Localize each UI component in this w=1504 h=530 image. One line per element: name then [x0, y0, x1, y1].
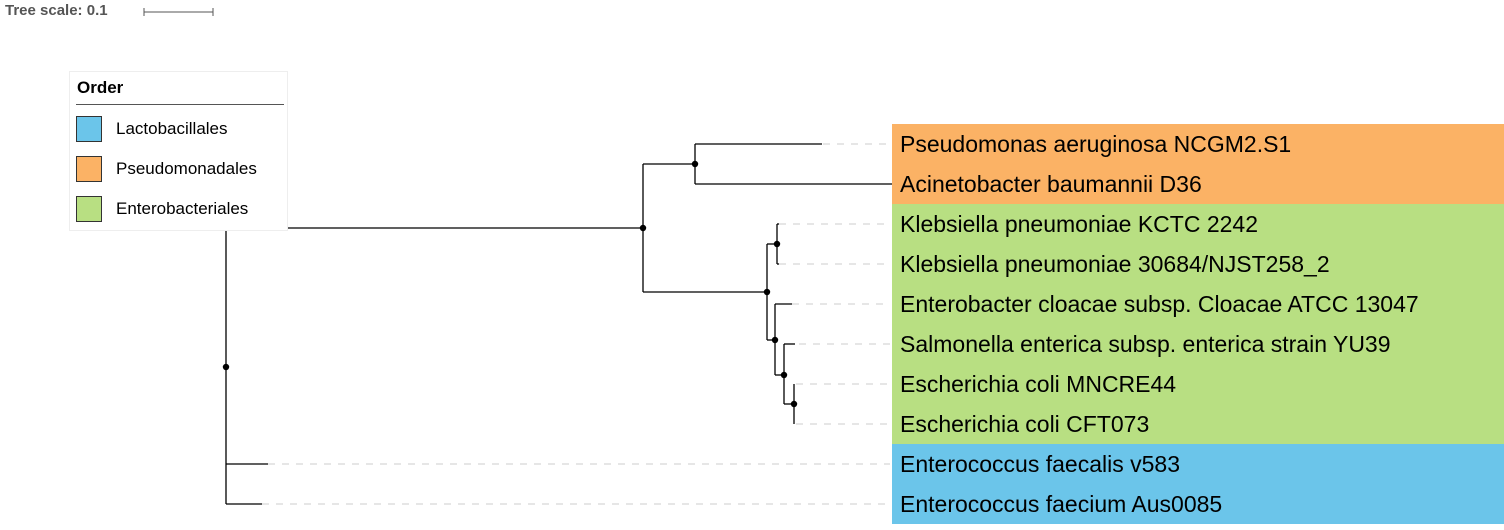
legend-title: Order: [77, 78, 124, 97]
leaf-label: Enterococcus faecalis v583: [900, 451, 1180, 477]
legend: Order Lactobacillales Pseudomonadales En…: [69, 71, 288, 231]
leaf-label: Acinetobacter baumannii D36: [900, 171, 1202, 197]
leaf-color-strip: [892, 284, 1504, 324]
leaf-color-strip: [892, 164, 1504, 204]
leaf-label: Enterobacter cloacae subsp. Cloacae ATCC…: [900, 291, 1419, 317]
tree-scale-label: Tree scale: 0.1: [5, 2, 108, 19]
leaf-color-strip: [892, 484, 1504, 524]
leaf-label: Escherichia coli MNCRE44: [900, 371, 1177, 397]
leaf-label: Klebsiella pneumoniae 30684/NJST258_2: [900, 251, 1330, 277]
legend-swatch-pseudomonadales: [76, 156, 102, 182]
legend-item-enterobacteriales: Enterobacteriales: [76, 196, 286, 224]
leaf-label: Pseudomonas aeruginosa NCGM2.S1: [900, 131, 1292, 157]
leaf-label: Salmonella enterica subsp. enterica stra…: [900, 331, 1391, 357]
leaf-color-strip: [892, 324, 1504, 364]
tree-scale-bar: [143, 8, 214, 16]
legend-divider: [76, 104, 284, 105]
legend-label: Pseudomonadales: [116, 159, 257, 178]
leaf-color-strip: [892, 444, 1504, 484]
leaf-color-strip: [892, 244, 1504, 284]
legend-label: Enterobacteriales: [116, 199, 249, 218]
legend-swatch-enterobacteriales: [76, 196, 102, 222]
legend-item-pseudomonadales: Pseudomonadales: [76, 156, 286, 184]
legend-swatch-lactobacillales: [76, 116, 102, 142]
leaf-color-strip: [892, 364, 1504, 404]
tree-branches: [225, 143, 892, 505]
leaf-guide-lines: [262, 143, 890, 505]
leaf-label: Enterococcus faecium Aus0085: [900, 491, 1223, 517]
legend-item-lactobacillales: Lactobacillales: [76, 116, 286, 144]
leaf-label: Escherichia coli CFT073: [900, 411, 1150, 437]
leaf-color-strip: [892, 124, 1504, 164]
leaf-color-strip: [892, 204, 1504, 244]
internal-nodes: [222, 160, 798, 408]
leaf-label: Klebsiella pneumoniae KCTC 2242: [900, 211, 1258, 237]
legend-label: Lactobacillales: [116, 119, 228, 138]
leaf-color-strip: [892, 404, 1504, 444]
